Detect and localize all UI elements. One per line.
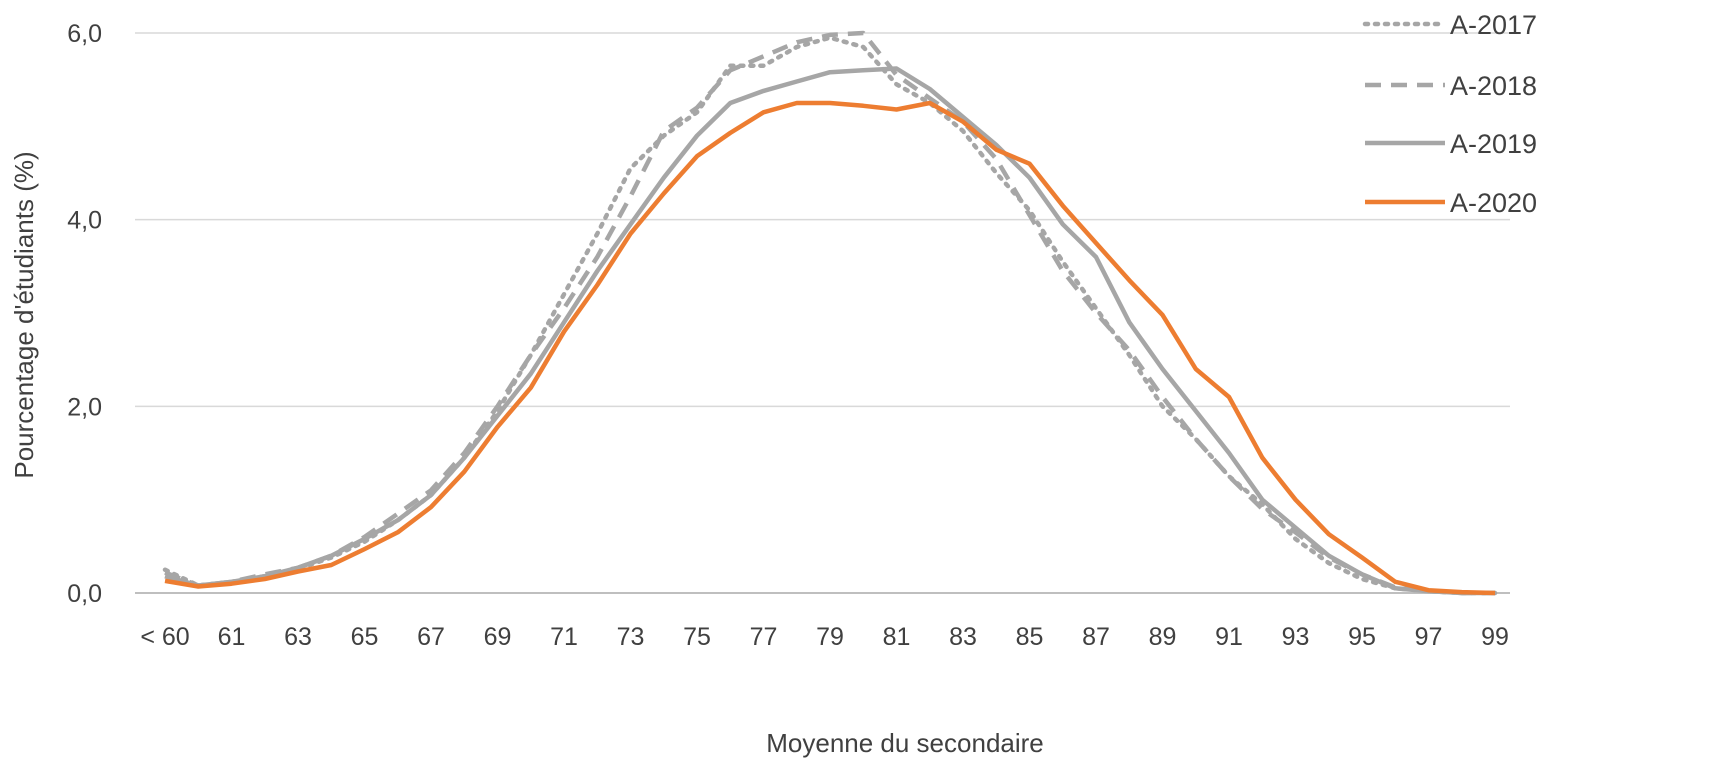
x-axis-title: Moyenne du secondaire [766, 728, 1044, 758]
series-lines [162, 30, 1498, 596]
x-tick-label: 95 [1348, 623, 1376, 651]
x-axis-ticks: < 60 61 63 65 67 69 71 73 75 77 79 81 83 85 87 89 91 93 95… [140, 623, 1509, 651]
y-tick-label: 4,0 [67, 207, 102, 235]
legend-label: A-2017 [1450, 10, 1537, 40]
y-axis-ticks: 0,0 2,0 4,0 6,0 [67, 20, 102, 608]
x-tick-label: < 60 [140, 623, 189, 651]
x-tick-label: 77 [750, 623, 778, 651]
x-tick-label: 61 [218, 623, 246, 651]
x-tick-label: 63 [284, 623, 312, 651]
x-tick-label: 87 [1082, 623, 1110, 651]
y-tick-label: 0,0 [67, 580, 102, 608]
x-tick-label: 99 [1481, 623, 1509, 651]
x-tick-label: 83 [949, 623, 977, 651]
x-tick-label: 85 [1016, 623, 1044, 651]
legend: A-2017 A-2018 A-2019 A-2020 [1362, 10, 1537, 218]
x-tick-label: 93 [1282, 623, 1310, 651]
x-tick-label: 71 [550, 623, 578, 651]
x-tick-label: 67 [417, 623, 445, 651]
legend-label: A-2020 [1450, 188, 1537, 218]
x-tick-label: 73 [617, 623, 645, 651]
y-axis-title: Pourcentage d'étudiants (%) [9, 151, 39, 478]
x-tick-label: 97 [1415, 623, 1443, 651]
x-tick-label: 65 [351, 623, 379, 651]
series-line-a-2018 [164, 30, 1495, 596]
series-line-a-2017 [162, 35, 1498, 596]
series-line-a-2020 [164, 100, 1496, 596]
x-tick-label: 75 [683, 623, 711, 651]
legend-label: A-2019 [1450, 129, 1537, 159]
y-tick-label: 6,0 [67, 20, 102, 48]
y-tick-label: 2,0 [67, 393, 102, 421]
x-tick-label: 89 [1149, 623, 1177, 651]
gridlines [135, 32, 1510, 594]
x-tick-label: 81 [883, 623, 911, 651]
legend-label: A-2018 [1450, 71, 1537, 101]
series-line-a-2019 [164, 66, 1495, 596]
x-tick-label: 91 [1215, 623, 1243, 651]
x-tick-label: 69 [484, 623, 512, 651]
x-tick-label: 79 [816, 623, 844, 651]
